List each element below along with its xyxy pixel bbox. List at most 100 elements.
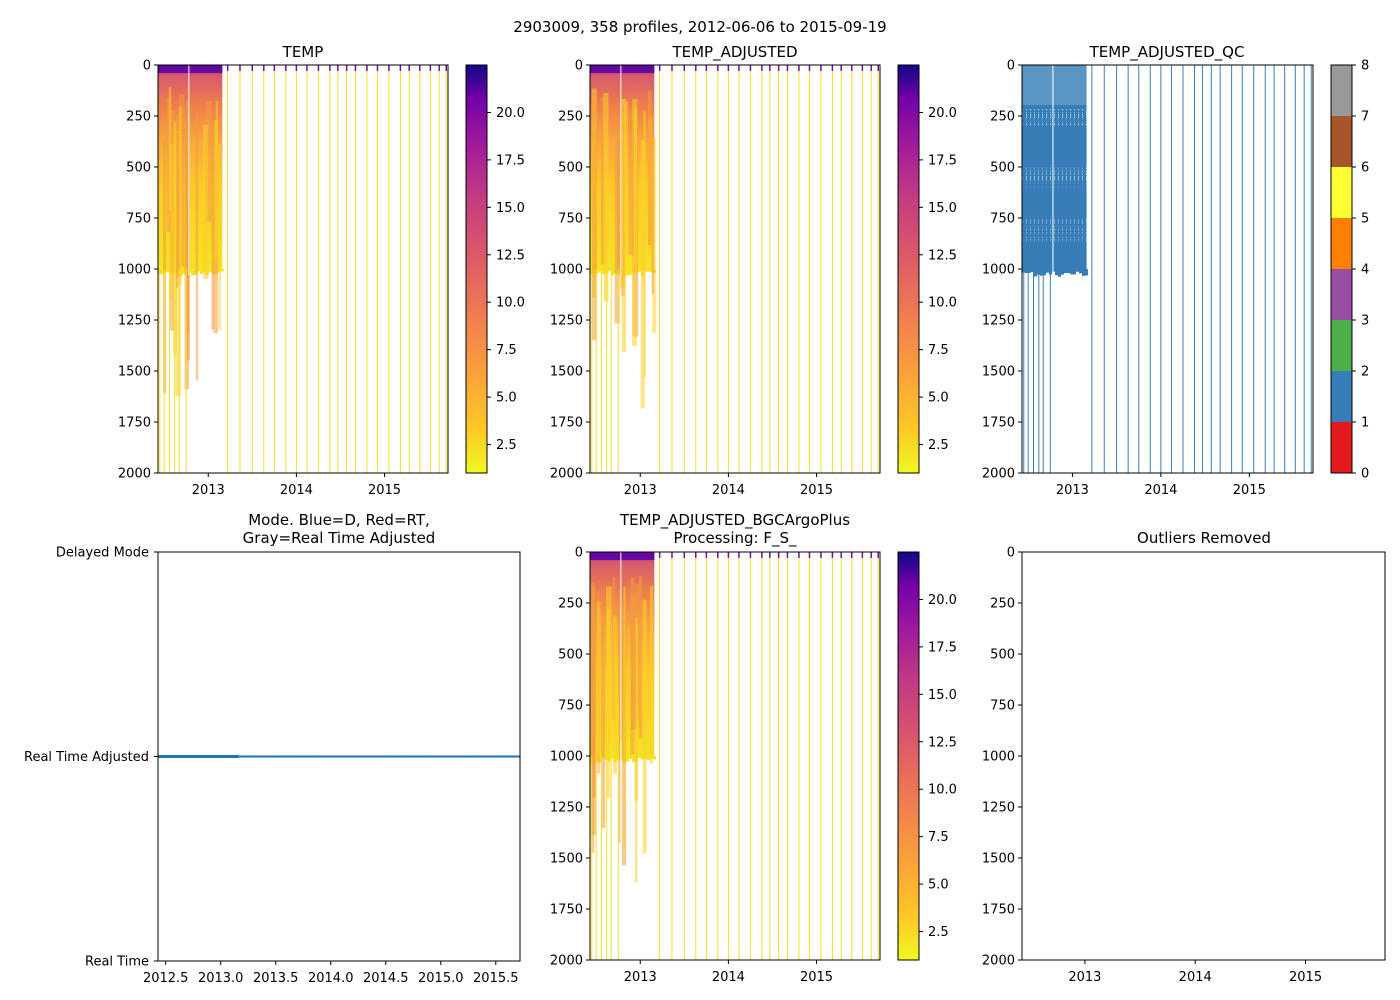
panel-temp-adjusted-plot (589, 64, 881, 474)
profile-bottom-edge (1034, 269, 1037, 277)
x-tick-label: 2015 (1233, 483, 1266, 498)
profile-streak (614, 141, 620, 324)
panel-bgc-plot (589, 551, 881, 961)
profile-streak (600, 619, 606, 829)
qc-colorbar-segment (1331, 218, 1352, 269)
panel-mode-title-line1: Mode. Blue=D, Red=RT, (248, 511, 430, 529)
y-tick-label: 500 (990, 161, 1015, 176)
profile-bottom-edge (1073, 269, 1076, 275)
y-tick-label: 1500 (982, 852, 1015, 867)
x-tick-label: 2013 (624, 483, 657, 498)
x-tick-label: 2013 (1068, 970, 1101, 985)
profile-streak (651, 115, 654, 295)
panel-qc-title: TEMP_ADJUSTED_QC (1089, 43, 1245, 62)
panel-outliers-title: Outliers Removed (1137, 529, 1271, 547)
y-tick-label: 1500 (550, 365, 583, 380)
x-tick-label: 2015 (800, 483, 833, 498)
y-tick-label: 500 (990, 648, 1015, 663)
y-tick-label: Real Time (85, 955, 149, 970)
profile-bottom-edge (1046, 269, 1049, 273)
temp-adjusted-profiles (590, 65, 879, 473)
bgc-profiles (590, 552, 879, 960)
y-tick-label: 750 (558, 699, 583, 714)
profile-streak (168, 144, 173, 300)
profile-streak (652, 138, 656, 333)
y-tick-label: 500 (558, 648, 583, 663)
y-tick-label: 250 (126, 110, 151, 125)
y-tick-label: 750 (126, 212, 151, 227)
panel-temp-plot (157, 64, 449, 474)
qc-colorbar-segment (1331, 65, 1352, 116)
profile-bottom-edge (1067, 269, 1070, 274)
x-tick-label: 2015.0 (418, 971, 464, 986)
profile-bottom-edge (1061, 269, 1064, 275)
panel-qc-plot (1021, 64, 1314, 474)
profile-bottom-edge (620, 756, 623, 760)
profile-streak (605, 586, 612, 743)
x-tick-label: 2015.5 (473, 971, 519, 986)
colorbar-tick-label: 15.0 (928, 688, 957, 703)
y-tick-label: 1500 (982, 365, 1015, 380)
colorbar-tick-label: 17.5 (928, 153, 957, 168)
qc-profiles (1022, 65, 1312, 473)
mode-x-ticks: 2012.5 2013.0 2013.5 2014.0 2014.5 2015.0 2015… (143, 961, 519, 986)
profile-bottom-edge (629, 269, 632, 275)
profile-bottom-edge (167, 269, 170, 273)
temp-adjusted-x-ticks: 2013 2014 2015 (624, 473, 833, 498)
panel-temp-title: TEMP (282, 43, 324, 61)
profile-bottom-edge (599, 756, 602, 764)
profile-streak (600, 97, 605, 265)
profile-bottom-edge (182, 269, 185, 275)
profile-streak (218, 143, 221, 330)
colorbar-tick-label: 7.5 (496, 343, 517, 358)
profile-bottom-edge (608, 269, 611, 272)
colorbar-tick-label: 3 (1361, 314, 1369, 329)
profile-bottom-edge (1040, 269, 1043, 276)
bgc-y-ticks: 0 250 500 750 1000 1250 1500 1750 2000 (550, 546, 590, 969)
x-tick-label: 2014 (1144, 483, 1177, 498)
panel-mode: Mode. Blue=D, Red=RT, Gray=Real Time Adj… (24, 511, 521, 986)
outliers-x-ticks: 2013 2014 2015 (1068, 960, 1322, 985)
profile-streak (649, 585, 654, 764)
colorbar-tick-label: 2.5 (928, 925, 949, 940)
profile-streak (632, 98, 638, 265)
colorbar-tick-label: 6 (1361, 161, 1369, 176)
bgc-colorbar: 2.5 5.0 7.5 10.0 12.5 15.0 17.5 20.0 (897, 551, 957, 961)
profile-bottom-edge (596, 269, 599, 274)
profile-bottom-edge (629, 756, 632, 759)
panel-mode-plot (157, 551, 521, 962)
profile-streak (173, 121, 177, 356)
profile-bottom-edge (647, 756, 650, 760)
y-tick-label: Delayed Mode (56, 546, 149, 561)
y-tick-label: 1000 (982, 263, 1015, 278)
colorbar-tick-label: 5.0 (928, 391, 949, 406)
y-tick-label: 1250 (550, 801, 583, 816)
profile-bottom-edge (1079, 269, 1082, 274)
profile-bottom-edge (1064, 269, 1067, 274)
profile-streak (195, 111, 199, 381)
mode-points (158, 755, 521, 758)
profile-streak (215, 100, 218, 245)
y-tick-label: 0 (575, 59, 583, 74)
profile-streak (640, 139, 645, 409)
profile-bottom-edge (599, 269, 602, 272)
dense-profile-block (1022, 65, 1087, 269)
y-tick-label: 250 (558, 597, 583, 612)
x-tick-label: 2014 (280, 483, 313, 498)
colorbar-tick-label: 12.5 (928, 735, 957, 750)
colorbar-tick-label: 10.0 (928, 783, 957, 798)
profile-bottom-edge (641, 756, 644, 760)
y-tick-label: 1750 (550, 903, 583, 918)
qc-colorbar-segment (1331, 320, 1352, 371)
temp-colorbar: 2.5 5.0 7.5 10.0 12.5 15.0 17.5 20.0 (465, 64, 525, 474)
qc-colorbar-segment (1331, 371, 1352, 422)
y-tick-label: 1250 (982, 314, 1015, 329)
panel-bgc-title-line1: TEMP_ADJUSTED_BGCArgoPlus (619, 511, 850, 530)
panel-bgc-title-line2: Processing: F_S_ (673, 529, 797, 548)
profile-bottom-edge (638, 269, 641, 272)
profile-bottom-edge (611, 756, 614, 759)
qc-x-ticks: 2013 2014 2015 (1056, 473, 1266, 498)
colorbar-tick-label: 5.0 (928, 878, 949, 893)
colorbar-tick-label: 20.0 (928, 106, 957, 121)
